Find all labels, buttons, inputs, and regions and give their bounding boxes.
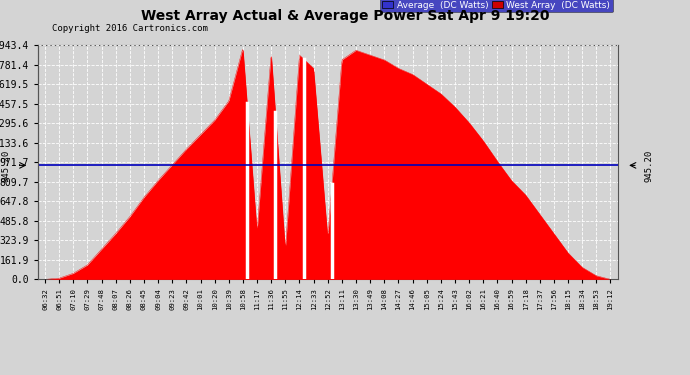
Text: West Array Actual & Average Power Sat Apr 9 19:20: West Array Actual & Average Power Sat Ap… — [141, 9, 549, 23]
Legend: Average  (DC Watts), West Array  (DC Watts): Average (DC Watts), West Array (DC Watts… — [380, 0, 613, 12]
Text: 945.20: 945.20 — [1, 149, 10, 182]
Text: 945.20: 945.20 — [645, 149, 654, 182]
Text: Copyright 2016 Cartronics.com: Copyright 2016 Cartronics.com — [52, 24, 208, 33]
